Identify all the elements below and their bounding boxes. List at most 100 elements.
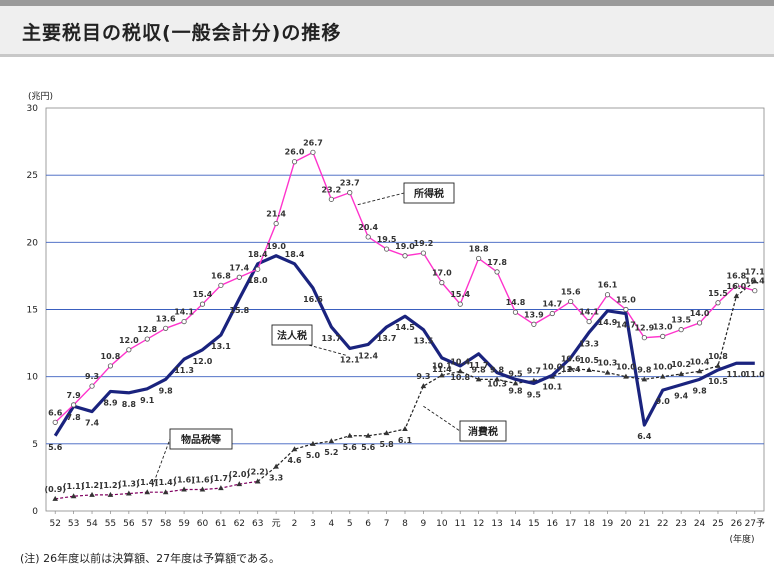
hojinzei-data-label: 8.9 bbox=[103, 398, 118, 407]
shohizei-point bbox=[420, 383, 427, 389]
buppinzei-point bbox=[144, 489, 151, 495]
hojinzei-data-label: 11.0 bbox=[727, 370, 747, 379]
y-tick-label: 25 bbox=[27, 171, 38, 181]
hojinzei-data-label: 7.8 bbox=[67, 413, 82, 422]
hojinzei-data-label: 11.4 bbox=[561, 365, 581, 374]
hojinzei-data-label: 14.5 bbox=[395, 323, 415, 332]
buppinzei-data-label: (1.6) bbox=[173, 476, 194, 485]
hojinzei-data-label: 10.1 bbox=[542, 382, 562, 391]
shotokuzei-point bbox=[144, 336, 150, 342]
hojinzei-data-label: 14.7 bbox=[616, 321, 636, 330]
hojinzei-data-label: 7.4 bbox=[85, 419, 100, 428]
shohizei-data-label: 5.6 bbox=[343, 443, 358, 452]
hojinzei-data-label: 10.5 bbox=[708, 377, 728, 386]
hojinzei-data-label: 9.0 bbox=[656, 397, 671, 406]
hojinzei-data-label: 9.1 bbox=[140, 396, 155, 405]
hojinzei-data-label: 13.7 bbox=[321, 334, 341, 343]
shotokuzei-data-label: 16.8 bbox=[211, 271, 231, 280]
shohizei-point bbox=[475, 376, 482, 382]
shohizei-point bbox=[383, 430, 390, 436]
shotokuzei-data-label: 15.6 bbox=[561, 287, 581, 296]
shotokuzei-point bbox=[476, 255, 482, 262]
shohizei-data-label: 16.0 bbox=[727, 282, 747, 291]
shohizei-data-label: 9.5 bbox=[508, 369, 523, 378]
shotokuzei-data-label: 19.0 bbox=[395, 242, 415, 251]
buppinzei-point bbox=[236, 481, 243, 487]
shotokuzei-point bbox=[107, 363, 114, 369]
x-tick-label: 61 bbox=[215, 519, 226, 529]
shohizei-data-label: 10.0 bbox=[616, 363, 636, 372]
x-tick-label: 元 bbox=[272, 519, 281, 529]
shotokuzei-data-label: 26.0 bbox=[285, 148, 305, 157]
hojinzei-data-label: 8.8 bbox=[122, 400, 137, 409]
shohizei-point bbox=[512, 380, 519, 386]
shotokuzei-data-label: 12.9 bbox=[634, 324, 654, 333]
buppinzei-data-label: (1.1) bbox=[63, 482, 84, 491]
y-tick-label: 0 bbox=[32, 507, 38, 517]
shotokuzei-point bbox=[347, 190, 353, 196]
callout-shohizei-label: 消費税 bbox=[468, 425, 498, 438]
footnote: (注) 26年度以前は決算額、27年度は予算額である。 bbox=[20, 552, 280, 565]
shohizei-data-label: 9.8 bbox=[490, 365, 505, 374]
callout-buppinzei-label: 物品税等 bbox=[181, 433, 221, 446]
hojinzei-data-label: 5.6 bbox=[48, 443, 63, 452]
callout-hojinzei-leader bbox=[271, 334, 346, 356]
y-tick-label: 10 bbox=[27, 373, 39, 383]
buppinzei-point bbox=[126, 490, 132, 496]
hojinzei-data-label: 9.5 bbox=[527, 390, 542, 399]
x-tick-label: 13 bbox=[491, 519, 502, 529]
hojinzei-data-label: 11.4 bbox=[432, 365, 452, 374]
hojinzei-data-label: 9.8 bbox=[692, 386, 707, 395]
hojinzei-data-label: 12.0 bbox=[193, 357, 213, 366]
shotokuzei-point bbox=[531, 321, 537, 327]
shotokuzei-point bbox=[733, 282, 739, 288]
shotokuzei-data-label: 14.7 bbox=[542, 300, 562, 309]
shotokuzei-data-label: 13.0 bbox=[653, 322, 673, 331]
shohizei-data-label: 10.8 bbox=[708, 352, 728, 361]
buppinzei-data-label: (1.4) bbox=[155, 478, 176, 487]
shotokuzei-point bbox=[549, 310, 555, 317]
hojinzei-data-label: 11.7 bbox=[469, 361, 489, 370]
shohizei-line bbox=[257, 280, 756, 482]
x-tick-label: 58 bbox=[160, 519, 172, 529]
shotokuzei-data-label: 9.3 bbox=[85, 372, 99, 381]
shotokuzei-point bbox=[457, 301, 463, 307]
shohizei-data-label: 17.1 bbox=[745, 267, 765, 276]
shotokuzei-data-label: 12.8 bbox=[137, 325, 157, 334]
hojinzei-data-label: 13.7 bbox=[377, 334, 397, 343]
callout-shohizei-leader bbox=[423, 405, 461, 432]
shohizei-data-label: 10.6 bbox=[561, 355, 581, 364]
x-tick-label: 9 bbox=[421, 519, 427, 529]
shotokuzei-data-label: 15.5 bbox=[708, 289, 728, 298]
x-tick-label: 63 bbox=[252, 519, 263, 529]
shotokuzei-data-label: 14.1 bbox=[174, 308, 194, 317]
x-tick-label: 55 bbox=[105, 519, 116, 529]
shohizei-data-label: 10.4 bbox=[690, 357, 710, 366]
x-tick-label: 8 bbox=[402, 519, 408, 529]
shohizei-data-label: 10.5 bbox=[579, 356, 599, 365]
shotokuzei-point bbox=[641, 335, 647, 341]
shotokuzei-point bbox=[604, 292, 611, 298]
x-tick-label: 7 bbox=[384, 519, 390, 529]
hojinzei-data-label: 18.4 bbox=[285, 250, 305, 259]
shotokuzei-data-label: 17.8 bbox=[487, 258, 507, 267]
buppinzei-data-label: (1.7) bbox=[210, 474, 231, 483]
shotokuzei-point bbox=[255, 266, 261, 272]
callout-shotokuzei-box bbox=[403, 182, 455, 204]
shohizei-data-label: 6.1 bbox=[398, 436, 413, 445]
x-tick-label: 57 bbox=[142, 519, 153, 529]
shotokuzei-point bbox=[89, 383, 95, 389]
buppinzei-point bbox=[107, 491, 114, 497]
x-tick-label: 23 bbox=[675, 519, 686, 529]
shotokuzei-point bbox=[71, 402, 77, 408]
buppinzei-point bbox=[218, 485, 224, 491]
shohizei-data-label: 10.3 bbox=[598, 359, 618, 368]
shohizei-point bbox=[678, 370, 684, 376]
shohizei-point bbox=[439, 372, 445, 378]
callout-hojinzei-box bbox=[271, 324, 313, 346]
shotokuzei-data-label: 15.0 bbox=[616, 296, 636, 305]
shotokuzei-data-label: 16.1 bbox=[598, 281, 618, 290]
x-tick-label: 18 bbox=[583, 519, 595, 529]
callout-buppinzei-leader bbox=[151, 438, 171, 487]
y-axis-title: (兆円) bbox=[28, 91, 53, 102]
